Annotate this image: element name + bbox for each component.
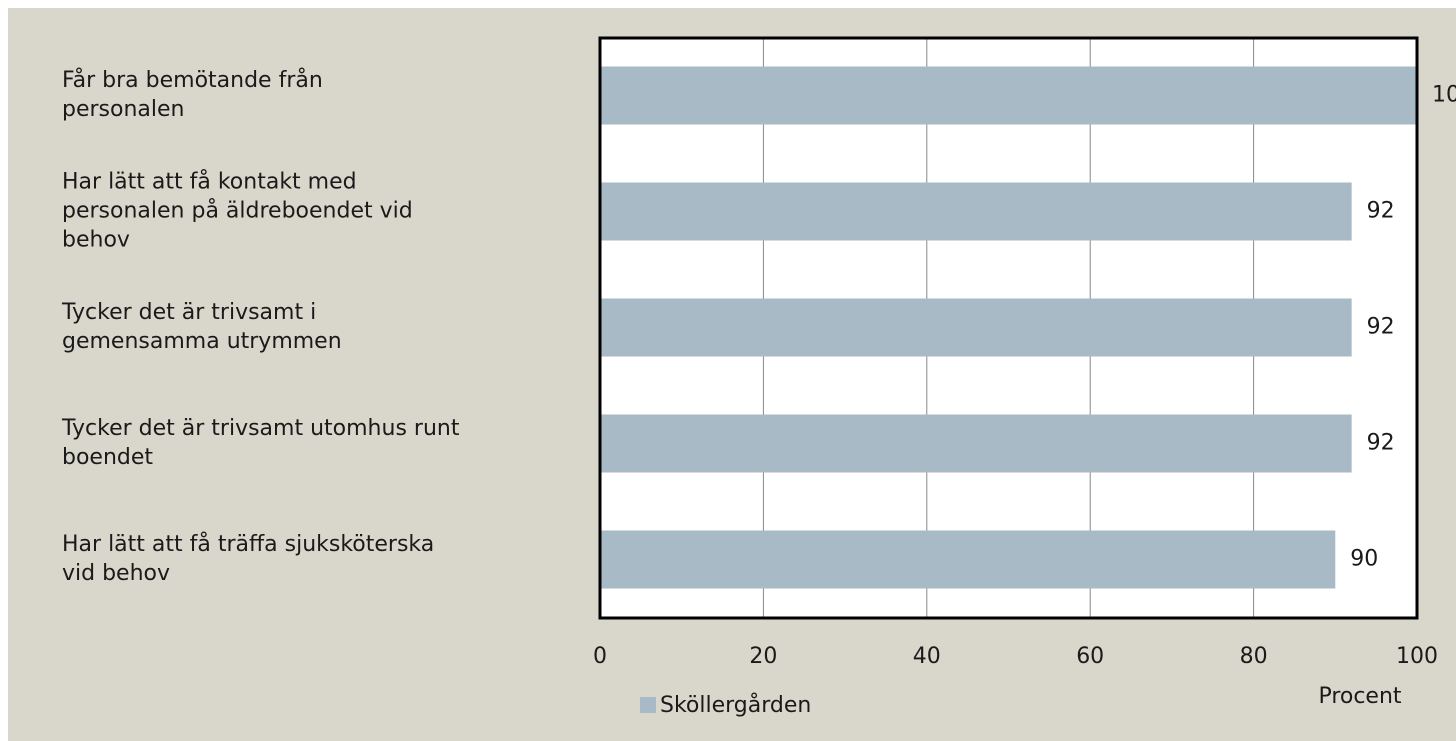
bar bbox=[600, 298, 1352, 357]
y-tick-label: Har lätt att få kontakt med personalen på… bbox=[62, 169, 413, 253]
bar bbox=[600, 182, 1352, 241]
x-tick-label: 80 bbox=[1240, 644, 1268, 669]
plot-border bbox=[598, 36, 1419, 620]
data-label: 92 bbox=[1367, 431, 1395, 456]
bar bbox=[600, 530, 1336, 589]
x-tick-label: 40 bbox=[913, 644, 941, 669]
x-tick-label: 0 bbox=[593, 644, 607, 669]
x-tick-label: 60 bbox=[1076, 644, 1104, 669]
bar bbox=[600, 66, 1417, 125]
bar bbox=[600, 414, 1352, 473]
y-tick-label: Får bra bemötande från personalen bbox=[62, 67, 323, 122]
x-tick-label: 20 bbox=[749, 644, 777, 669]
y-tick-label: Har lätt att få träffa sjuksköterska vid … bbox=[62, 531, 434, 586]
y-tick-label: Tycker det är trivsamt i gemensamma utrym… bbox=[61, 300, 342, 354]
x-tick-label: 100 bbox=[1396, 644, 1438, 669]
legend-swatch bbox=[640, 697, 656, 713]
data-label: 100 bbox=[1432, 83, 1456, 108]
data-label: 92 bbox=[1367, 199, 1395, 224]
y-tick-label: Tycker det är trivsamt utomhus runt boend… bbox=[61, 416, 460, 470]
legend-label: Sköllergården bbox=[660, 692, 811, 718]
data-label: 92 bbox=[1367, 315, 1395, 340]
data-label: 90 bbox=[1350, 547, 1378, 572]
x-axis-title: Procent bbox=[1318, 684, 1401, 709]
